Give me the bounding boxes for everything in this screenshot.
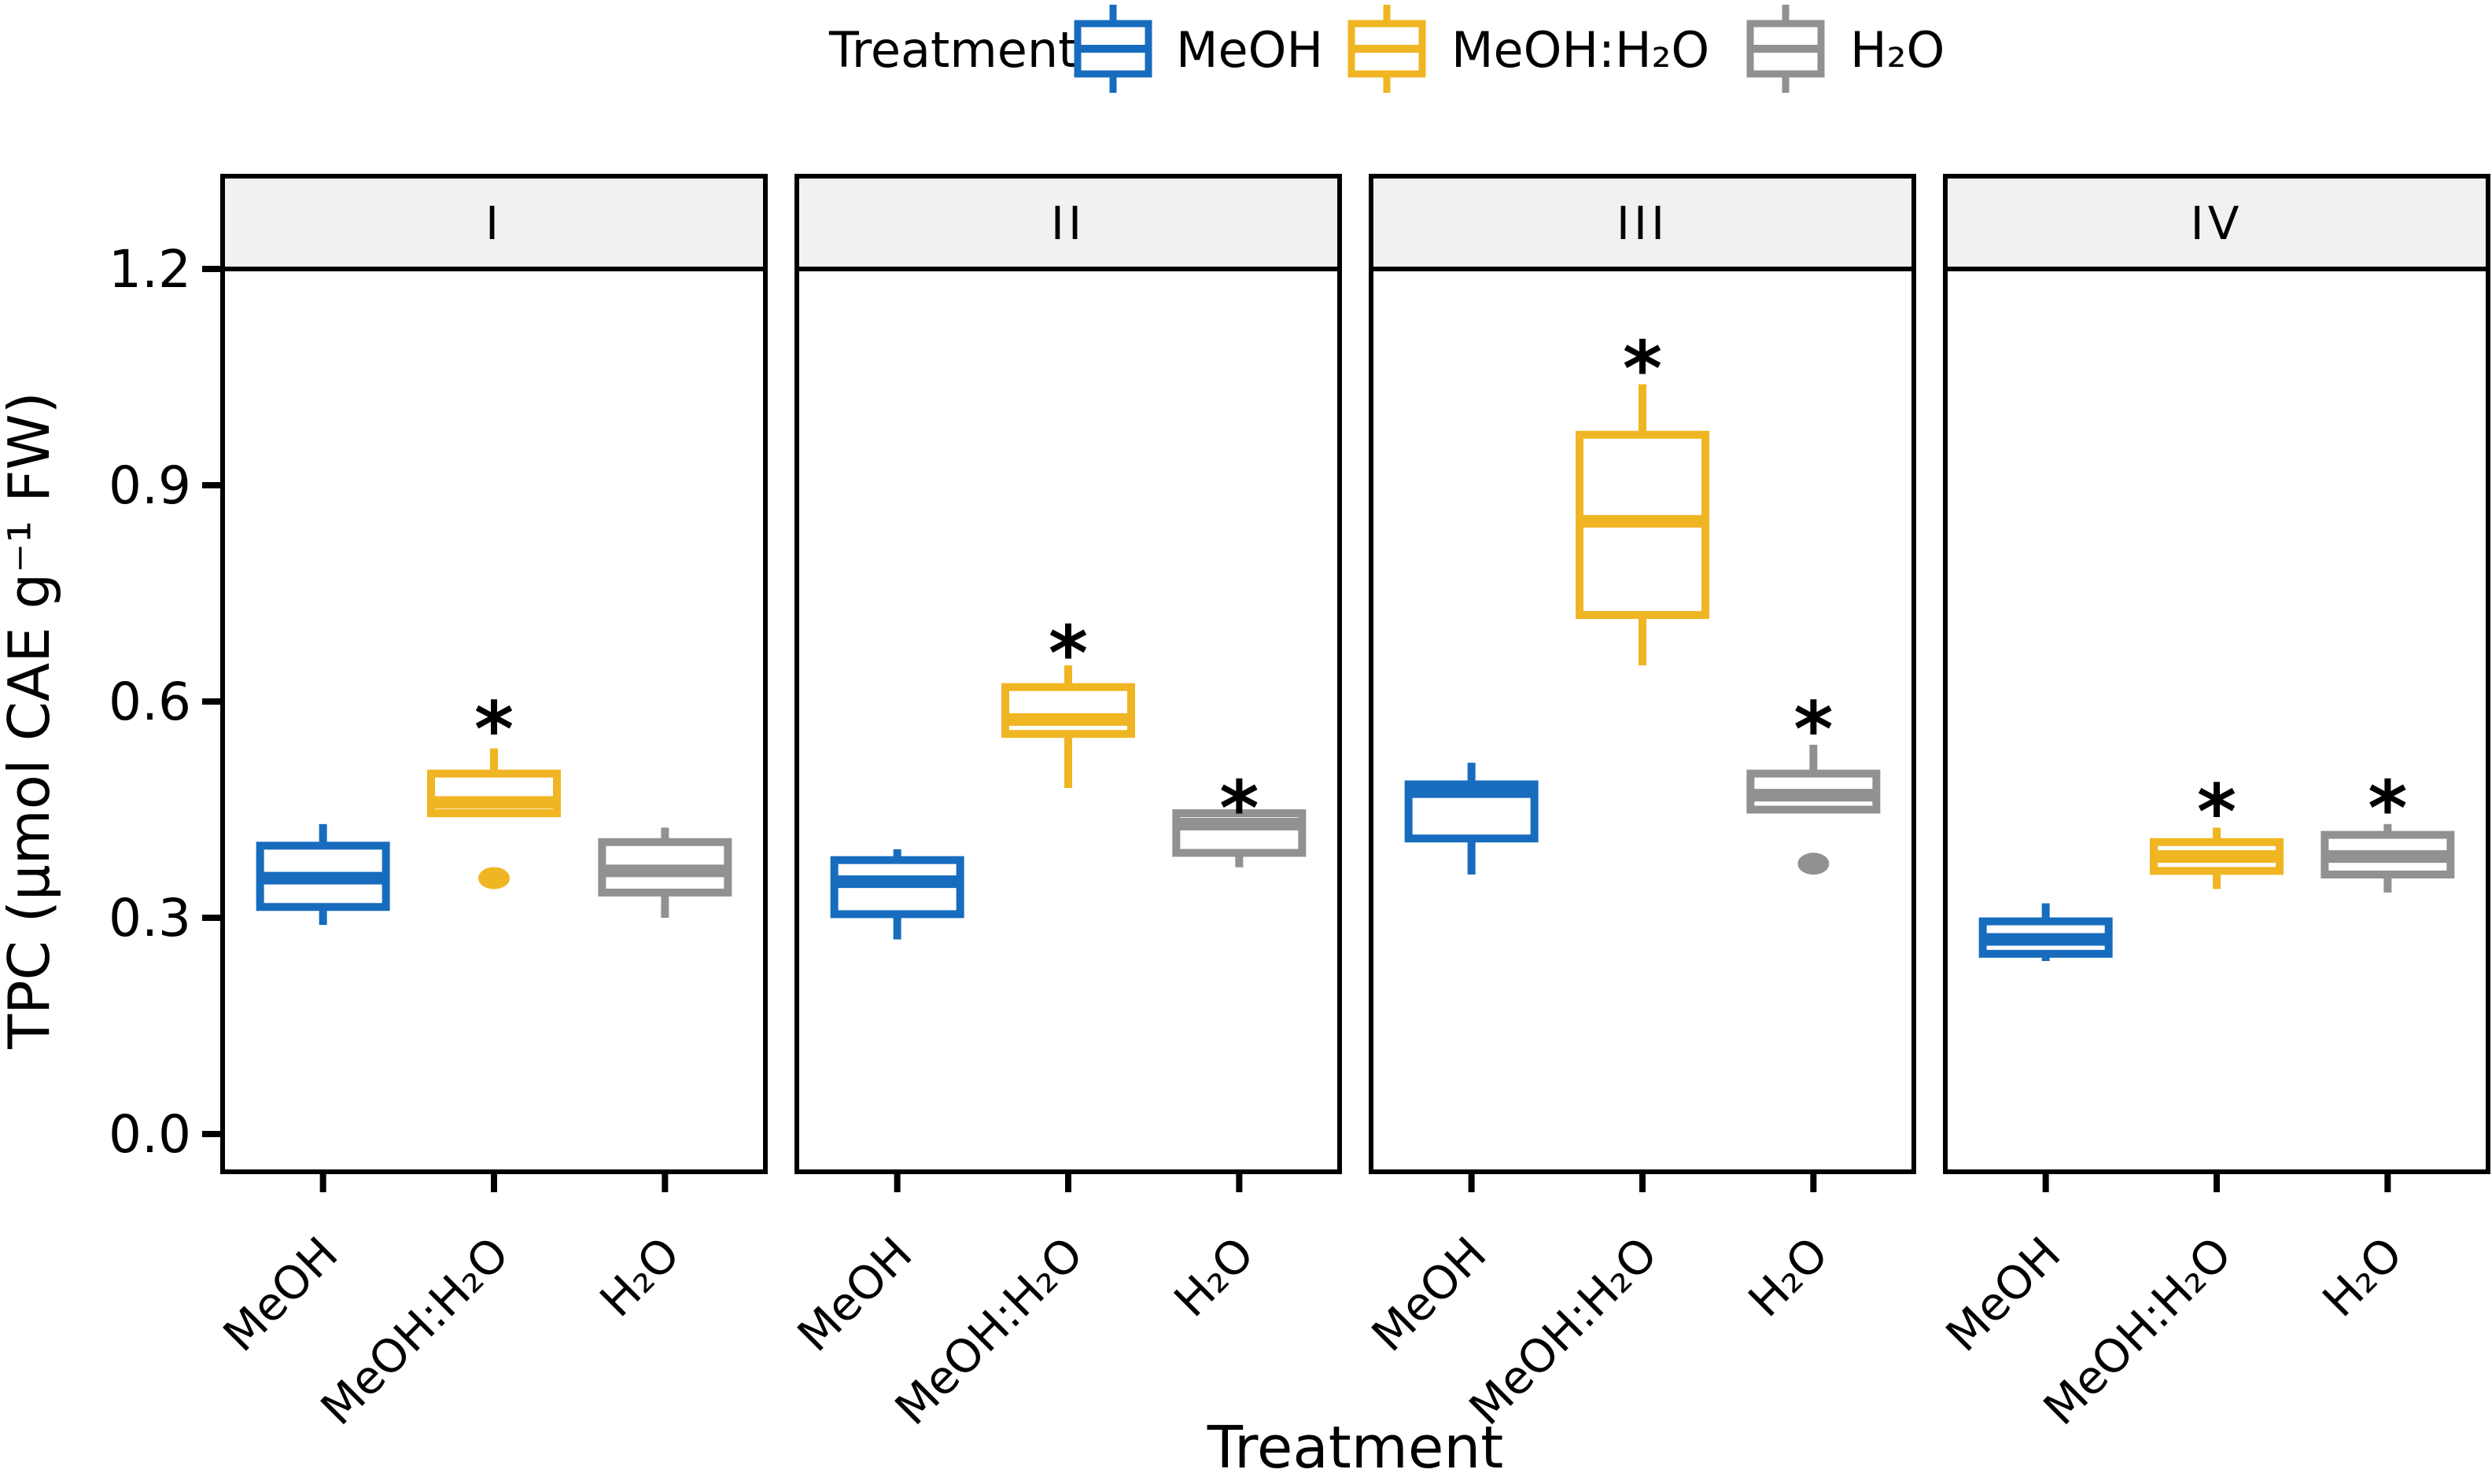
significance-asterisk: * — [1049, 610, 1088, 698]
legend-key-MeOH:H₂O — [1347, 5, 1426, 93]
box-II-MeOH:H₂O: * — [1001, 610, 1135, 788]
facet-strip-label: III — [1616, 197, 1668, 250]
legend-key-MeOH — [1074, 5, 1152, 93]
significance-asterisk: * — [1219, 765, 1259, 853]
box-II-H₂O: * — [1172, 765, 1307, 867]
box-I-MeOH:H₂O: * — [427, 686, 561, 889]
box-IV-MeOH — [1978, 903, 2113, 961]
y-axis-title: TPC (μmol CAE g⁻¹ FW) — [0, 392, 62, 1050]
box-IV-MeOH:H₂O: * — [2150, 768, 2284, 889]
legend: Treatment MeOH MeOH:H₂O H₂O — [828, 5, 1945, 93]
legend-label: MeOH — [1176, 21, 1323, 79]
y-axis-tick-label: 0.0 — [109, 1104, 191, 1165]
facet-strip — [1369, 174, 1916, 271]
x-axis-title: Treatment — [1207, 1414, 1504, 1482]
legend-label: MeOH:H₂O — [1451, 21, 1709, 79]
box-III-MeOH:H₂O: * — [1576, 325, 1709, 666]
box-I-MeOH — [256, 823, 390, 926]
facet-strip — [794, 174, 1342, 271]
y-axis: 0.0 0.3 0.6 0.9 1.2 TPC (μmol CAE g⁻¹ FW) — [0, 239, 223, 1165]
significance-asterisk: * — [2197, 768, 2236, 856]
y-axis-tick-label: 0.6 — [109, 672, 191, 732]
box-I-H₂O — [598, 827, 732, 918]
y-axis-tick-label: 1.2 — [109, 239, 191, 300]
significance-asterisk: * — [2368, 765, 2407, 853]
y-axis-tick-label: 0.9 — [109, 455, 191, 516]
significance-asterisk: * — [1793, 686, 1833, 774]
iqr-box — [1001, 683, 1135, 738]
legend-label: H₂O — [1850, 21, 1945, 79]
box-II-MeOH — [830, 849, 964, 940]
facet-strip-label: II — [1051, 197, 1086, 250]
y-axis-tick-label: 0.3 — [109, 888, 191, 948]
box-IV-H₂O: * — [2321, 765, 2455, 893]
facet-strip-label: IV — [2191, 197, 2243, 250]
outlier-point — [478, 867, 510, 889]
outlier-point — [1797, 852, 1830, 875]
legend-key-H₂O — [1746, 5, 1825, 93]
box-III-MeOH — [1404, 762, 1539, 875]
significance-asterisk: * — [1623, 325, 1662, 413]
legend-title: Treatment — [828, 21, 1077, 79]
box-III-H₂O: * — [1746, 686, 1881, 875]
significance-asterisk: * — [474, 686, 514, 774]
facet-strip-label: I — [485, 197, 503, 250]
facet-strip — [1943, 174, 2490, 271]
